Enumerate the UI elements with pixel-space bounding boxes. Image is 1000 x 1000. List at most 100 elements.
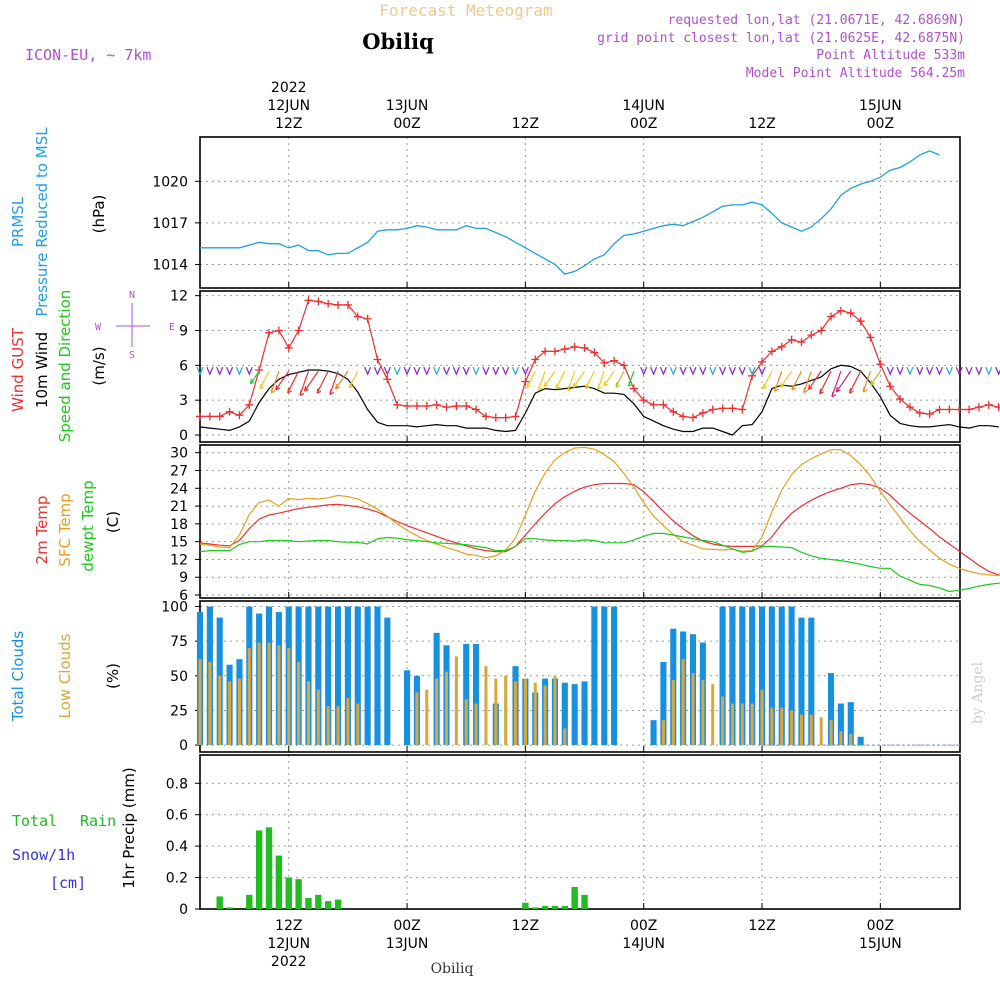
low-clouds-bar	[750, 703, 754, 746]
wind-direction-arrow	[728, 366, 736, 376]
y-tick-label: 30	[170, 446, 188, 462]
wind-direction-arrow	[482, 366, 490, 376]
wind-direction-arrow	[206, 366, 214, 376]
y-tick-label: 6	[179, 588, 188, 604]
wind-direction-arrow	[719, 366, 727, 376]
low-clouds-bar	[740, 703, 744, 746]
bottom-axis-date: 15JUN	[859, 936, 902, 952]
wind-direction-arrow	[521, 366, 529, 376]
rain-label-rain: Rain	[80, 812, 116, 830]
gust-point	[787, 335, 796, 344]
wind-direction-arrow	[774, 370, 783, 392]
gust-point	[994, 403, 1000, 412]
gust-point	[965, 405, 974, 414]
wind-direction-arrow	[511, 366, 520, 376]
y-tick-label: 0.4	[166, 839, 188, 855]
gust-point	[679, 412, 688, 421]
low-clouds-bar	[513, 681, 518, 746]
low-clouds-bar	[543, 685, 547, 746]
gust-point	[807, 331, 816, 340]
temp-unit: (C)	[104, 511, 122, 533]
gust-point	[639, 396, 648, 405]
wind-direction-arrow	[650, 366, 658, 376]
wind-direction-arrow	[572, 370, 586, 388]
wind-direction-arrow	[393, 366, 401, 376]
y-tick-label: 50	[170, 669, 188, 685]
gust-series-line	[200, 299, 999, 419]
wind-direction-arrow	[235, 366, 243, 376]
total-clouds-label: Total Clouds	[9, 631, 27, 723]
low-clouds-bar	[247, 648, 251, 746]
rain-label-total: Total	[12, 812, 57, 830]
low-clouds-bar	[336, 706, 340, 746]
total-clouds-bar	[650, 720, 657, 746]
low-clouds-bar	[287, 648, 291, 746]
low-clouds-bar	[277, 645, 281, 746]
wind-direction-arrow	[216, 366, 224, 376]
gust-point	[767, 347, 776, 356]
wind-direction-arrow	[472, 366, 480, 376]
wind-direction-arrow	[597, 370, 605, 390]
rain-bar	[265, 827, 273, 909]
bottom-axis-date: 12JUN	[267, 936, 310, 952]
bottom-axis-year: 2022	[271, 954, 307, 970]
gust-point	[945, 405, 954, 414]
total-clouds-bar	[473, 643, 480, 746]
rain-bar	[246, 894, 253, 909]
compass-rose: N S E W	[95, 290, 175, 361]
top-axis-date: 12JUN	[267, 98, 310, 114]
rain-bar	[295, 879, 302, 909]
y-tick-label: 0	[179, 428, 188, 444]
y-tick-label: 25	[170, 703, 188, 719]
gust-point	[797, 338, 806, 347]
gust-point	[866, 333, 875, 342]
wind-direction-arrow	[316, 370, 329, 394]
y-tick-label: 12	[170, 289, 188, 305]
wind-unit: (m/s)	[90, 346, 108, 385]
top-axis-hour: 00Z	[867, 116, 894, 132]
dewpt-label: dewpt Temp	[79, 480, 97, 571]
wind-direction-arrow	[699, 366, 707, 376]
gust-point	[955, 405, 964, 414]
gust-point	[393, 400, 402, 409]
low-clouds-bar	[316, 689, 320, 746]
top-axis-hour: 00Z	[393, 116, 420, 132]
wind-direction-arrow	[348, 370, 359, 389]
rain-bar	[571, 887, 578, 909]
rain-bar	[551, 905, 559, 909]
gust-point	[343, 300, 352, 309]
low-clouds-bar	[819, 717, 823, 746]
gust-point	[353, 312, 362, 321]
wind-direction-arrow	[995, 366, 1000, 376]
gust-point	[225, 407, 234, 416]
gust-point	[363, 314, 372, 323]
rain-bar	[532, 907, 539, 909]
wind-direction-arrow	[627, 370, 635, 387]
wind-direction-arrow	[738, 366, 746, 376]
wind-direction-arrow	[803, 370, 812, 394]
wind-direction-arrow	[259, 370, 270, 390]
low-clouds-bar	[415, 692, 419, 746]
gust-point	[738, 405, 747, 414]
gust-point	[511, 412, 520, 421]
gust-point	[265, 328, 274, 337]
total-clouds-bar	[660, 661, 667, 746]
footer-location: Obiliq	[431, 961, 474, 977]
total-clouds-bar	[354, 606, 361, 746]
wind-direction-arrow	[452, 366, 460, 376]
wind-direction-arrow	[906, 366, 914, 376]
y-tick-label: 1020	[152, 174, 188, 190]
low-clouds-bar	[306, 681, 310, 746]
sfc-temp-label: SFC Temp	[56, 493, 74, 566]
total-clouds-bar	[404, 670, 411, 746]
wind-panel: Wind GUST 10m Wind Speed and Direction (…	[9, 289, 1000, 444]
wind-direction-arrow	[831, 370, 842, 398]
total-clouds-bar	[344, 606, 351, 746]
y-tick-label: 6	[179, 358, 188, 374]
low-clouds-bar	[444, 671, 449, 746]
gust-point	[235, 411, 244, 420]
rain-bar	[305, 898, 312, 909]
gust-point	[905, 403, 914, 412]
y-tick-label: 9	[179, 323, 188, 339]
